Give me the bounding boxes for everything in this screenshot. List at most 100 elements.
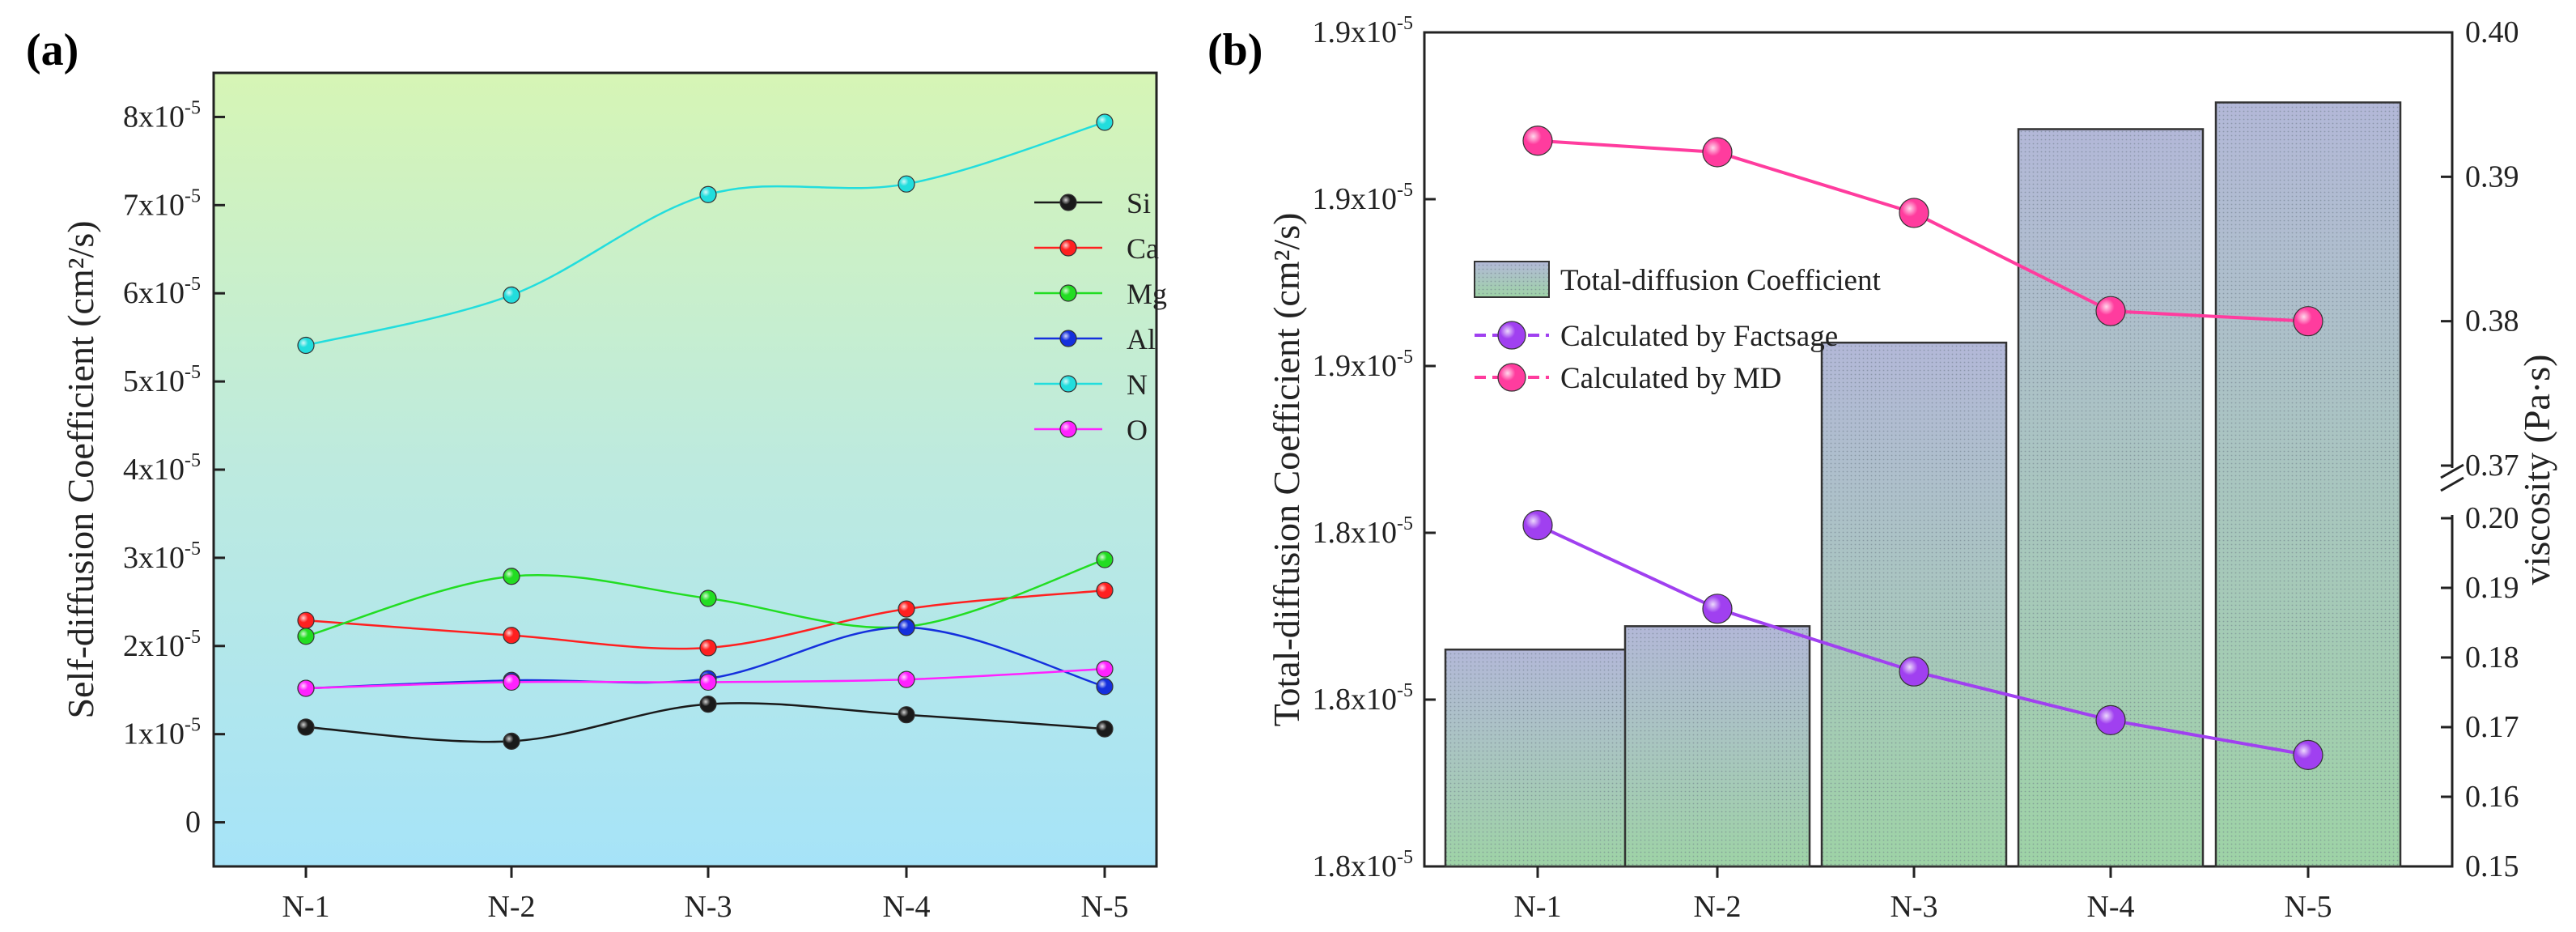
b-ytick-label-4-base: 1.9x10 [1313,182,1398,216]
b-legend-marker-1 [1497,363,1526,392]
a-point-O-2-shine [700,674,716,691]
b-rtick-low-label-5: 0.20 [2465,501,2519,535]
b-point-0-3 [2095,704,2126,736]
b-bar-texture-3 [2017,128,2205,868]
b-point-1-3 [2095,296,2126,326]
a-ytick-label-5-exp: -5 [185,362,201,383]
b-axis-break-mark-1 [2440,463,2464,479]
a-point-N-4 [1096,113,1114,131]
panel-b: 1.8x10-51.8x10-51.8x10-51.9x10-51.9x10-5… [1313,13,2519,924]
a-xtick-label-1: N-2 [487,890,535,924]
a-point-Mg-4 [1096,551,1114,568]
a-xtick-label-0: N-1 [282,890,329,924]
b-xtick-label-2: N-3 [1890,890,1937,924]
b-legend-marker-0 [1497,321,1526,350]
b-ytick-label-5-exp: -5 [1397,13,1413,34]
b-point-0-2-shine [1899,657,1929,687]
panel-b-y-axis-label: Total-diffusion Coefficient (cm²/s) [1266,213,1307,727]
a-point-Si-1 [503,732,520,750]
b-point-1-2-shine [1899,198,1929,228]
b-ytick-label-3-base: 1.9x10 [1313,349,1398,383]
a-point-Si-4-shine [1097,721,1113,738]
a-legend-marker-Si-shine [1060,194,1076,211]
a-legend-label-Al: Al [1127,323,1156,355]
a-point-O-4 [1096,660,1114,678]
a-point-N-0 [297,336,315,355]
a-legend-marker-N [1059,375,1077,393]
a-ytick-label-3: 3x10-5 [123,538,201,575]
b-ytick-label-2-base: 1.8x10 [1313,516,1398,550]
a-point-Mg-1 [503,568,520,585]
a-ytick-label-1-base: 1x10 [123,717,185,751]
b-xtick-label-3: N-4 [2086,890,2134,924]
a-ytick-label-2-exp: -5 [185,627,201,648]
b-ytick-label-2: 1.8x10-5 [1313,513,1414,550]
a-legend-label-O: O [1127,414,1148,446]
a-point-Si-0-shine [298,718,314,735]
panel-a-plot-area [214,73,1156,866]
b-bar-texture-4 [2214,101,2402,868]
a-ytick-label-6-base: 6x10 [123,276,185,310]
a-point-N-2-shine [700,186,716,203]
a-point-Ca-2 [699,639,717,657]
a-point-Mg-4-shine [1097,551,1113,568]
a-point-Ca-0 [297,611,315,629]
b-rtick-low-label-0: 0.15 [2465,849,2519,883]
b-ytick-label-5: 1.9x10-5 [1313,13,1414,49]
b-point-0-0 [1522,509,1553,541]
a-ytick-label-3-base: 3x10 [123,541,185,575]
a-ytick-label-5-base: 5x10 [123,364,185,398]
b-point-1-4 [2293,306,2323,337]
b-rtick-low-label-3: 0.18 [2465,640,2519,675]
b-ytick-label-1-exp: -5 [1397,680,1413,701]
a-point-O-1 [503,673,520,692]
a-point-Si-0 [297,718,315,736]
panel-b-label: (b) [1207,25,1263,75]
b-ytick-label-5-base: 1.9x10 [1313,15,1398,49]
a-point-N-3-shine [898,176,915,193]
a-point-Mg-2-shine [700,589,716,606]
a-legend-marker-Mg [1059,284,1077,302]
a-point-N-4-shine [1097,113,1113,130]
a-point-Si-3 [898,706,915,724]
b-ytick-label-3: 1.9x10-5 [1313,347,1414,383]
b-legend-bar-swatch-texture [1474,261,1550,298]
a-point-Ca-3 [898,600,915,618]
b-legend-marker-1-shine [1498,364,1526,391]
a-ytick-label-6-exp: -5 [185,274,201,295]
b-bar-texture-2 [1820,341,2008,868]
a-point-O-1-shine [503,674,520,691]
a-point-Al-3 [898,619,915,636]
b-point-1-0 [1522,126,1553,156]
panel-b-right-axis-label: viscosity (Pa·s) [2516,355,2557,585]
a-xtick-label-4: N-5 [1080,890,1128,924]
a-ytick-label-7: 7x10-5 [123,185,201,222]
b-rtick-low-label-4: 0.19 [2465,571,2519,605]
b-point-1-2 [1899,198,1929,228]
a-ytick-label-4: 4x10-5 [123,450,201,487]
a-point-O-3 [898,670,915,688]
a-legend-marker-Ca [1059,239,1077,257]
a-point-O-0-shine [298,680,314,697]
b-bar-N-1 [1444,648,1632,868]
a-point-O-4-shine [1097,661,1113,678]
a-point-Si-1-shine [503,733,520,750]
b-point-0-1-shine [1703,594,1732,623]
panel-a-label: (a) [26,25,79,75]
b-legend-label-1: Calculated by MD [1560,362,1781,395]
a-ytick-label-2-base: 2x10 [123,629,185,663]
a-xtick-label-3: N-4 [882,890,930,924]
b-xtick-label-4: N-5 [2284,890,2332,924]
b-rtick-up-label-1: 0.38 [2465,304,2519,338]
a-legend-marker-O [1059,420,1077,438]
b-bar-N-5 [2214,101,2402,868]
a-legend-label-Ca: Ca [1127,232,1159,265]
a-ytick-label-4-exp: -5 [185,450,201,471]
b-bar-texture-1 [1623,625,1811,868]
a-legend-marker-Si [1059,194,1077,211]
b-axis-break-gap [2446,468,2459,515]
b-point-0-4 [2293,739,2323,771]
b-xtick-label-1: N-2 [1693,890,1741,924]
b-point-1-4-shine [2294,306,2323,336]
panel-a: 01x10-52x10-53x10-54x10-55x10-56x10-57x1… [123,71,1167,924]
